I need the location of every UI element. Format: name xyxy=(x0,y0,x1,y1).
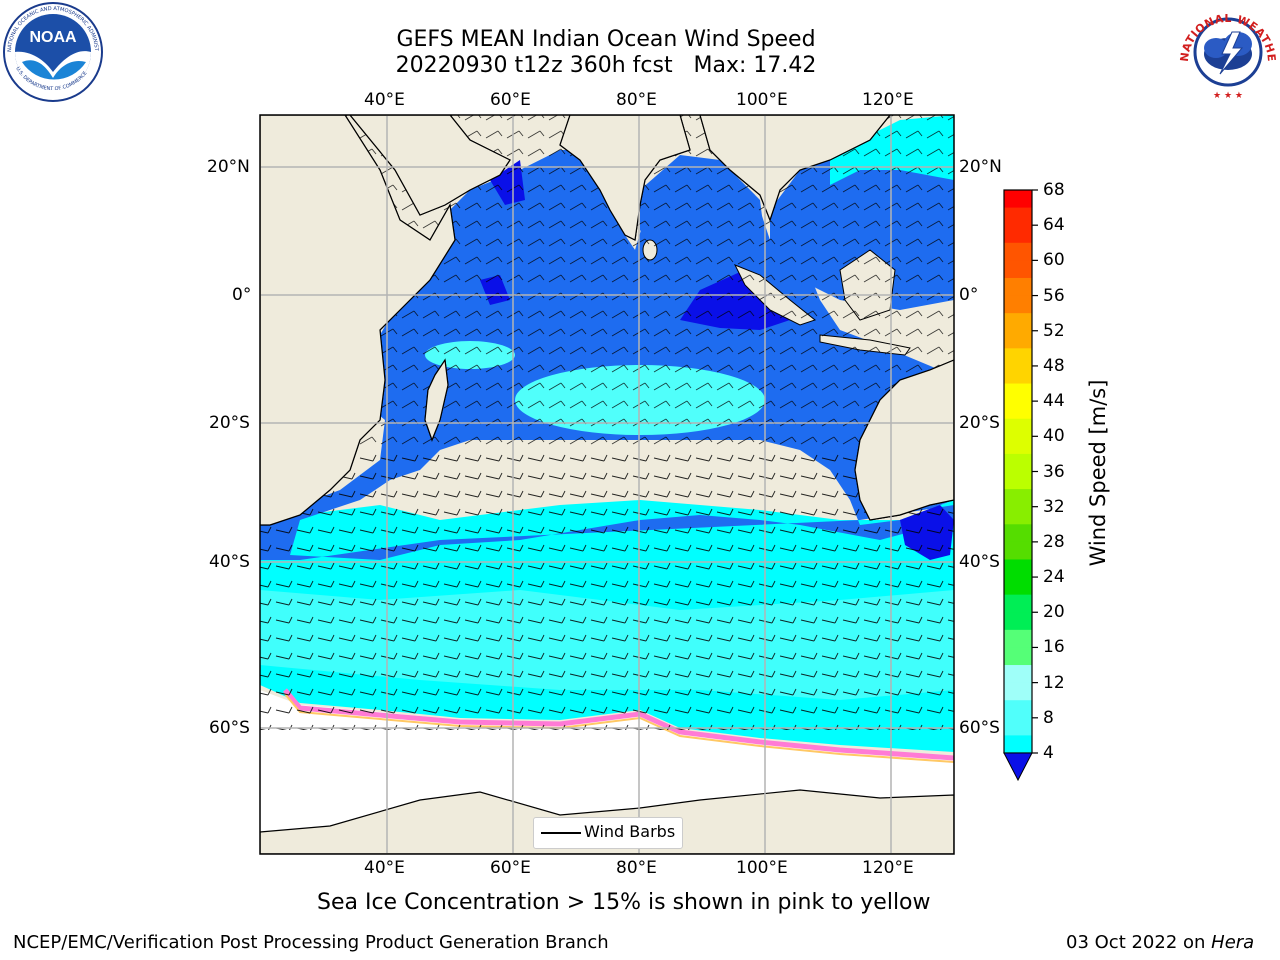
colorbar-under-arrow xyxy=(1003,752,1033,782)
wind-barbs-south xyxy=(260,445,954,730)
footer-machine: Hera xyxy=(1211,932,1255,953)
lon-tick-bottom-40e: 40°E xyxy=(364,858,405,878)
lon-tick-top-40e: 40°E xyxy=(364,90,405,110)
lon-tick-bottom-80e: 80°E xyxy=(616,858,657,878)
colorbar xyxy=(1004,189,1038,754)
svg-text:★ ★ ★: ★ ★ ★ xyxy=(1213,91,1243,101)
lat-tick-left-20s: 20°S xyxy=(209,413,250,433)
colorbar-subsegment xyxy=(1004,735,1032,754)
colorbar-subsegment xyxy=(1004,383,1032,402)
lat-tick-right-40s: 40°S xyxy=(959,552,1000,572)
colorbar-tick-label: 68 xyxy=(1043,180,1065,200)
lon-tick-top-60e: 60°E xyxy=(490,90,531,110)
colorbar-subsegment xyxy=(1004,348,1032,367)
colorbar-subsegment xyxy=(1004,313,1032,332)
colorbar-tick-label: 8 xyxy=(1043,707,1054,728)
lon-tick-top-100e: 100°E xyxy=(736,90,788,110)
lat-tick-left-0: 0° xyxy=(232,285,252,305)
colorbar-subsegment xyxy=(1004,242,1032,261)
map-legend: Wind Barbs xyxy=(533,817,683,849)
map-title: GEFS MEAN Indian Ocean Wind Speed xyxy=(396,27,816,52)
lon-tick-bottom-100e: 100°E xyxy=(736,858,788,878)
colorbar-tick-label: 24 xyxy=(1043,567,1065,588)
colorbar-subsegment xyxy=(1004,665,1032,684)
colorbar-tick-label: 4 xyxy=(1043,743,1054,763)
lon-tick-top-120e: 120°E xyxy=(862,90,914,110)
colorbar-tick-label: 36 xyxy=(1043,461,1065,482)
colorbar-tick-label: 52 xyxy=(1043,320,1065,341)
colorbar-subsegment xyxy=(1004,277,1032,297)
legend-line-symbol xyxy=(541,832,581,834)
colorbar-tick-label: 40 xyxy=(1043,426,1065,447)
map-frame xyxy=(259,114,955,855)
lat-tick-right-60s: 60°S xyxy=(959,718,1000,738)
colorbar-subsegment xyxy=(1004,207,1032,226)
colorbar-subsegment xyxy=(1004,594,1032,613)
map-subtitle: 20220930 t12z 360h fcst Max: 17.42 xyxy=(395,53,817,78)
colorbar-subsegment xyxy=(1004,489,1032,508)
colorbar-tick-label: 56 xyxy=(1043,285,1065,306)
colorbar-tick-label: 20 xyxy=(1043,602,1065,623)
legend-label: Wind Barbs xyxy=(584,822,676,841)
colorbar-subsegment xyxy=(1004,524,1032,543)
footer-date-text: 03 Oct 2022 on xyxy=(1066,932,1212,953)
lat-tick-left-60s: 60°S xyxy=(209,718,250,738)
colorbar-tick-label: 60 xyxy=(1043,250,1065,271)
colorbar-tick-label: 48 xyxy=(1043,355,1065,376)
colorbar-subsegment xyxy=(1004,418,1032,437)
lat-tick-left-20n: 20°N xyxy=(207,157,250,177)
lat-tick-left-40s: 40°S xyxy=(209,552,250,572)
lat-tick-right-0: 0° xyxy=(959,285,979,305)
colorbar-tick-label: 12 xyxy=(1043,672,1065,693)
colorbar-tick-label: 16 xyxy=(1043,637,1065,658)
lat-tick-right-20s: 20°S xyxy=(959,413,1000,433)
noaa-logo: NOAA NATIONAL OCEANIC AND ATMOSPHERIC AD… xyxy=(2,2,103,102)
colorbar-subsegment xyxy=(1004,629,1032,648)
colorbar-subsegment xyxy=(1004,700,1032,719)
colorbar-tick-label: 32 xyxy=(1043,496,1065,517)
graticule xyxy=(260,115,954,854)
sea-ice-caption: Sea Ice Concentration > 15% is shown in … xyxy=(317,890,931,915)
nws-logo: NATIONAL WEATHER SERVICE ★ ★ ★ xyxy=(1176,2,1278,101)
lon-tick-bottom-60e: 60°E xyxy=(490,858,531,878)
colorbar-tick-label: 44 xyxy=(1043,391,1065,412)
lon-tick-bottom-120e: 120°E xyxy=(862,858,914,878)
footer-date: 03 Oct 2022 on Hera xyxy=(1066,932,1254,953)
lon-tick-top-80e: 80°E xyxy=(616,90,657,110)
colorbar-tick-label: 64 xyxy=(1043,215,1065,236)
footer-credit: NCEP/EMC/Verification Post Processing Pr… xyxy=(13,932,609,953)
colorbar-subsegment xyxy=(1004,559,1032,578)
svg-text:NOAA: NOAA xyxy=(29,29,77,46)
lat-tick-right-20n: 20°N xyxy=(959,157,1002,177)
colorbar-subsegment xyxy=(1004,453,1032,472)
colorbar-tick-label: 28 xyxy=(1043,531,1065,552)
colorbar-label: Wind Speed [m/s] xyxy=(1086,379,1110,567)
